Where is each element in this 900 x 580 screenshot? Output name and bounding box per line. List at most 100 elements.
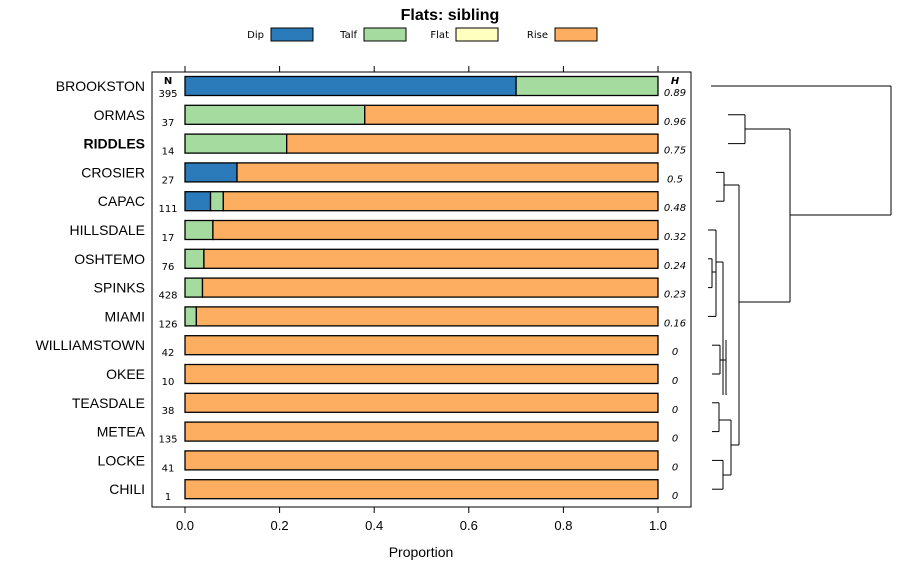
bar-segment-talf <box>515 75 659 97</box>
bar-segment-rise <box>184 392 659 413</box>
bar-segment-talf <box>184 133 288 154</box>
bar-segment-rise <box>184 421 659 442</box>
n-value: 17 <box>162 233 175 244</box>
rows: BROOKSTON 395 0.89 ORMAS 37 0.96 RIDDLES 14 0.75… <box>36 75 686 503</box>
row-oshtemo: OSHTEMO 76 0.24 <box>74 248 686 273</box>
bar-segment-talf <box>184 306 198 327</box>
x-axis: 0.0 0.2 0.4 0.6 0.8 1.0 <box>176 66 667 533</box>
x-tick-label: 0.6 <box>460 518 478 533</box>
n-value: 126 <box>158 319 177 330</box>
legend-swatch-dip <box>270 27 314 42</box>
bar-segment-rise <box>286 133 659 154</box>
h-value: 0 <box>672 462 678 473</box>
row-spinks: SPINKS 428 0.23 <box>94 277 686 302</box>
category-label: WILLIAMSTOWN <box>36 337 145 353</box>
bar-segment-talf <box>184 277 204 298</box>
row-miami: MIAMI 126 0.16 <box>105 306 686 330</box>
h-header: H <box>671 76 680 87</box>
h-value: 0 <box>672 434 678 445</box>
h-value: 0.16 <box>664 318 686 329</box>
n-value: 135 <box>158 435 177 446</box>
n-value: 76 <box>162 262 175 273</box>
x-tick-label: 0.8 <box>554 518 572 533</box>
h-value: 0 <box>672 405 678 416</box>
x-tick-label: 0.0 <box>176 518 194 533</box>
bar-segment-rise <box>184 363 659 385</box>
n-value: 10 <box>162 377 175 388</box>
bar-segment-rise <box>184 335 659 356</box>
category-label: RIDDLES <box>84 136 145 152</box>
category-label: SPINKS <box>94 280 145 296</box>
n-value: 14 <box>162 147 175 158</box>
legend-label-flat: Flat <box>430 30 449 41</box>
row-locke: LOCKE 41 0 <box>98 450 678 474</box>
n-value: 111 <box>158 204 177 215</box>
h-value: 0 <box>672 491 678 502</box>
bar-segment-dip <box>184 162 238 183</box>
bar-segment-rise <box>203 248 659 269</box>
category-label: MIAMI <box>105 308 145 324</box>
legend-swatch-talf <box>363 27 407 42</box>
bar-segment-rise <box>222 191 659 212</box>
row-williamstown: WILLIAMSTOWN 42 0 <box>36 335 678 359</box>
legend-label-rise: Rise <box>527 30 548 41</box>
category-label: METEA <box>97 424 146 440</box>
category-label: CHILI <box>109 481 145 497</box>
bar-segment-dip <box>184 75 517 97</box>
row-ormas: ORMAS 37 0.96 <box>94 104 686 129</box>
bar-segment-dip <box>184 191 212 212</box>
bar-segment-talf <box>209 191 224 212</box>
category-label: LOCKE <box>98 452 145 468</box>
bar-segment-rise <box>195 306 659 327</box>
n-value: 38 <box>162 406 175 417</box>
h-value: 0.24 <box>664 261 686 272</box>
bar-segment-rise <box>364 104 659 125</box>
x-axis-label: Proportion <box>389 544 454 560</box>
category-label: TEASDALE <box>72 395 145 411</box>
category-label: HILLSDALE <box>70 222 145 238</box>
plot-frame <box>151 71 692 508</box>
h-value: 0.23 <box>664 290 686 301</box>
category-label: CAPAC <box>98 193 145 209</box>
bar-segment-rise <box>184 450 659 471</box>
h-value: 0.32 <box>664 232 686 243</box>
category-label: ORMAS <box>94 107 145 123</box>
n-header: N <box>164 76 172 87</box>
chart-title: Flats: sibling <box>401 7 500 24</box>
row-teasdale: TEASDALE 38 0 <box>72 392 678 417</box>
x-tick-label: 1.0 <box>649 518 667 533</box>
category-label: OSHTEMO <box>74 251 145 267</box>
bar-segment-rise <box>236 162 659 183</box>
n-value: 395 <box>158 89 177 100</box>
legend: Dip Talf Flat Rise <box>247 27 598 42</box>
dendrogram <box>708 85 892 490</box>
legend-swatch-flat <box>455 27 499 42</box>
n-value: 41 <box>162 463 175 474</box>
bar-segment-rise <box>184 479 659 500</box>
category-label: CROSIER <box>81 164 145 180</box>
row-brookston: BROOKSTON 395 0.89 <box>56 75 686 100</box>
h-value: 0.5 <box>667 174 683 185</box>
x-tick-label: 0.2 <box>271 518 289 533</box>
h-value: 0.96 <box>664 117 686 128</box>
n-value: 1 <box>165 492 171 503</box>
row-chili: CHILI 1 0 <box>109 479 678 503</box>
legend-label-talf: Talf <box>339 30 357 41</box>
h-value: 0 <box>672 347 678 358</box>
category-label: OKEE <box>106 366 145 382</box>
bar-segment-rise <box>212 219 659 241</box>
row-riddles: RIDDLES 14 0.75 <box>84 133 686 158</box>
row-metea: METEA 135 0 <box>97 421 678 446</box>
row-okee: OKEE 10 0 <box>106 363 678 388</box>
category-label: BROOKSTON <box>56 78 145 94</box>
n-value: 42 <box>162 348 175 359</box>
x-tick-label: 0.4 <box>365 518 383 533</box>
h-value: 0.48 <box>664 203 686 214</box>
bar-segment-talf <box>184 248 205 269</box>
row-hillsdale: HILLSDALE 17 0.32 <box>70 219 686 244</box>
h-value: 0.75 <box>664 146 686 157</box>
n-value: 37 <box>162 118 175 129</box>
legend-swatch-rise <box>554 27 598 42</box>
legend-label-dip: Dip <box>247 30 264 41</box>
